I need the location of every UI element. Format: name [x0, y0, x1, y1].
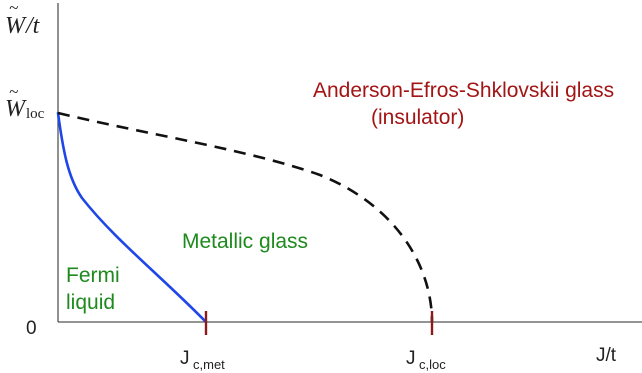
insulator-label: (insulator): [371, 106, 464, 129]
x-tick-met-sub: c,met: [193, 357, 225, 372]
liquid-label: liquid: [66, 291, 115, 314]
fermi-liquid-boundary: [56, 111, 208, 324]
insulator-boundary: [57, 111, 434, 323]
x-axis-label: J/t: [596, 345, 617, 366]
y-label-tilde: ~: [9, 0, 18, 17]
y-tick-wloc: ~ W loc: [5, 82, 45, 122]
x-tick-label-met: J c,met: [180, 348, 225, 372]
y-axis-label: ~ W /t: [5, 0, 41, 39]
y-label-base: W: [5, 13, 27, 39]
y-tick-zero: 0: [26, 318, 37, 339]
y-tick-wloc-tilde: ~: [9, 82, 18, 101]
metallic-glass-label: Metallic glass: [182, 230, 308, 253]
fermi-label: Fermi: [66, 264, 120, 287]
x-tick-loc-sub: c,loc: [419, 357, 446, 372]
x-tick-met-base: J: [180, 348, 190, 369]
y-tick-wloc-base: W: [5, 96, 27, 122]
x-tick-loc-base: J: [406, 348, 416, 369]
aes-glass-label: Anderson-Efros-Shklovskii glass: [313, 79, 614, 102]
y-tick-wloc-sub: loc: [26, 106, 45, 122]
x-tick-label-loc: J c,loc: [406, 348, 446, 372]
y-label-suffix: /t: [24, 13, 41, 39]
